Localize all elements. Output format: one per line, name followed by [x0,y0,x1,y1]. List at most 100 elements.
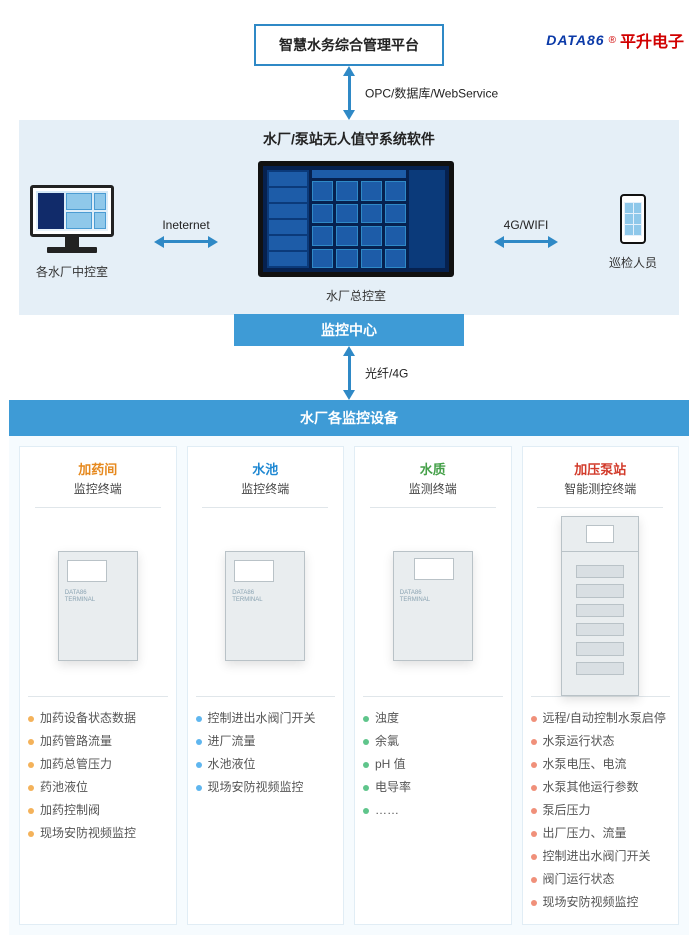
list-item: 浊度 [363,707,503,730]
card-image: DATA86TERMINAL [28,516,168,696]
card-feature-list: 加药设备状态数据加药管路流量加药总管压力药池液位加药控制阀现场安防视频监控 [28,696,168,845]
list-item-text: 水泵运行状态 [543,734,615,749]
list-item: 电导率 [363,776,503,799]
list-item-text: 药池液位 [40,780,88,795]
cabinet-icon: DATA86TERMINAL [225,551,305,661]
station-plant-control: 各水厂中控室 [30,185,114,280]
bullet-icon [531,877,537,883]
bullet-icon [363,808,369,814]
bullet-icon [28,762,34,768]
card-image: DATA86TERMINAL [363,516,503,696]
bullet-icon [531,739,537,745]
list-item: 现场安防视频监控 [531,891,671,914]
monitoring-center-bar: 监控中心 [234,314,464,346]
equipment-card: 水质监测终端 DATA86TERMINAL 浊度余氯 pH 值电导率 …… [354,446,512,925]
pc-monitor-icon [30,185,114,253]
divider [202,507,328,508]
station-inspector-label: 巡检人员 [609,250,657,271]
card-subtitle: 监控终端 [241,480,289,497]
list-item-text: 加药总管压力 [40,757,112,772]
platform-title-box: 智慧水务综合管理平台 [254,24,444,66]
big-monitor-icon [258,161,454,277]
card-subtitle: 智能测控终端 [564,480,636,497]
card-title: 水质 [420,459,446,478]
list-item-text: 现场安防视频监控 [543,895,639,910]
list-item: 药池液位 [28,776,168,799]
software-title: 水厂/泵站无人值守系统软件 [20,121,678,155]
list-item: 现场安防视频监控 [196,776,336,799]
arrow-internet: Ineternet [154,218,218,248]
list-item-text: 加药控制阀 [40,803,100,818]
list-item-text: 浊度 [375,711,399,726]
list-item-text: 泵后压力 [543,803,591,818]
bullet-icon [28,716,34,722]
logo-text-zh: 平升电子 [620,28,684,52]
bullet-icon [363,762,369,768]
bullet-icon [196,739,202,745]
list-item-text: 控制进出水阀门开关 [543,849,651,864]
card-feature-list: 浊度余氯 pH 值电导率 …… [363,696,503,822]
list-item: 水泵电压、电流 [531,753,671,776]
list-item: 泵后压力 [531,799,671,822]
cabinet-tall-icon [561,516,639,696]
equipment-card: 加压泵站智能测控终端远程/自动控制水泵启停水泵运行状态水泵电压、电流水泵其他运行… [522,446,680,925]
list-item: 加药设备状态数据 [28,707,168,730]
card-feature-list: 远程/自动控制水泵启停水泵运行状态水泵电压、电流水泵其他运行参数泵后压力出厂压力… [531,696,671,914]
arrow-fiber-4g-label: 光纤/4G [365,365,408,382]
card-subtitle: 监测终端 [409,480,457,497]
list-item-text: 现场安防视频监控 [208,780,304,795]
list-item: 进厂流量 [196,730,336,753]
bullet-icon [531,854,537,860]
list-item: 水池液位 [196,753,336,776]
list-item: pH 值 [363,753,503,776]
equipment-card: 加药间监控终端DATA86TERMINAL加药设备状态数据加药管路流量加药总管压… [19,446,177,925]
divider [370,507,496,508]
list-item-text: 加药设备状态数据 [40,711,136,726]
cabinet-icon: DATA86TERMINAL [393,551,473,661]
station-main-control: 水厂总控室 [258,161,454,304]
list-item: 水泵运行状态 [531,730,671,753]
list-item: 远程/自动控制水泵启停 [531,707,671,730]
brand-logo: DATA86 ® 平升电子 [546,28,684,52]
cabinet-icon: DATA86TERMINAL [58,551,138,661]
bullet-icon [363,785,369,791]
bullet-icon [363,716,369,722]
bullet-icon [531,831,537,837]
list-item: 阀门运行状态 [531,868,671,891]
bullet-icon [28,831,34,837]
logo-text-en: DATA86 [546,32,604,48]
card-image: DATA86TERMINAL [196,516,336,696]
list-item-text: pH 值 [375,757,406,772]
bullet-icon [363,739,369,745]
list-item: 控制进出水阀门开关 [196,707,336,730]
list-item: 余氯 [363,730,503,753]
card-image [531,516,671,696]
list-item: …… [363,799,503,822]
list-item: 出厂压力、流量 [531,822,671,845]
list-item: 加药总管压力 [28,753,168,776]
station-inspector: 巡检人员 [598,194,668,271]
arrow-internet-label: Ineternet [162,218,209,232]
bullet-icon [28,808,34,814]
card-title: 加药间 [78,459,117,478]
list-item: 加药控制阀 [28,799,168,822]
list-item: 现场安防视频监控 [28,822,168,845]
equipment-card: 水池监控终端 DATA86TERMINAL 控制进出水阀门开关进厂流量水池液位现场安… [187,446,345,925]
divider [35,507,161,508]
arrow-fiber-4g: 光纤/4G [343,346,355,400]
list-item-text: 进厂流量 [208,734,256,749]
platform-title: 智慧水务综合管理平台 [279,35,419,55]
bullet-icon [531,900,537,906]
list-item-text: 阀门运行状态 [543,872,615,887]
card-feature-list: 控制进出水阀门开关进厂流量水池液位现场安防视频监控 [196,696,336,799]
bullet-icon [531,808,537,814]
station-plant-control-label: 各水厂中控室 [36,259,108,280]
list-item-text: 余氯 [375,734,399,749]
list-item: 水泵其他运行参数 [531,776,671,799]
arrow-4g-wifi: 4G/WIFI [494,218,558,248]
card-title: 水池 [252,459,278,478]
arrow-4g-wifi-label: 4G/WIFI [504,218,549,232]
list-item-text: 控制进出水阀门开关 [208,711,316,726]
bullet-icon [196,762,202,768]
list-item-text: 电导率 [375,780,411,795]
